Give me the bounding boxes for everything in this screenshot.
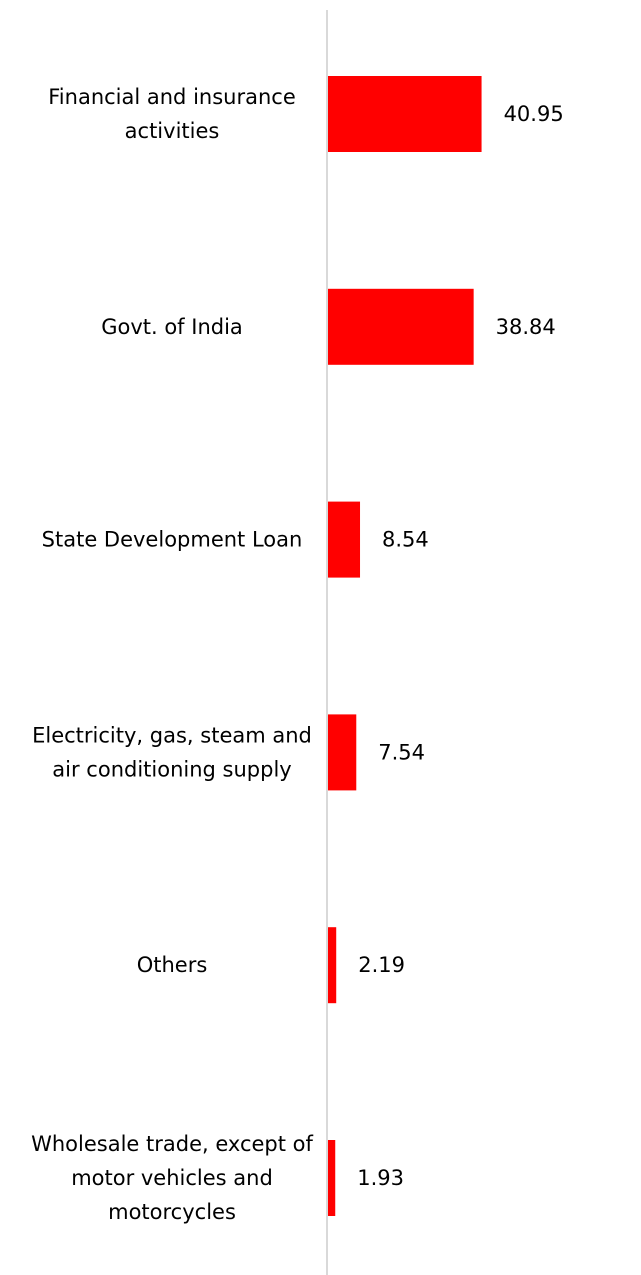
value-label-6: 1.93 [357, 1166, 404, 1190]
value-label-2: 38.84 [496, 315, 556, 339]
category-label-6: Wholesale trade, except of motor vehicles… [31, 1132, 313, 1224]
category-label-4: Electricity, gas, steam and air condition… [32, 723, 312, 781]
category-label-line: Wholesale trade, except of [31, 1132, 313, 1156]
bar-5 [328, 927, 337, 1004]
category-label-2: Govt. of India [101, 315, 243, 339]
bar-6 [328, 1140, 336, 1216]
value-label-1: 40.95 [504, 102, 564, 126]
category-label-line: Govt. of India [101, 315, 243, 339]
category-label-line: air conditioning supply [52, 757, 291, 781]
category-label-line: State Development Loan [42, 528, 303, 552]
category-label-3: State Development Loan [42, 528, 303, 552]
category-label-1: Financial and insurance activities [48, 85, 296, 143]
value-label-3: 8.54 [382, 528, 429, 552]
category-label-line: activities [125, 119, 220, 143]
category-label-5: Others [137, 953, 208, 977]
value-labels-group: 40.95 38.84 8.54 7.54 2.19 1.93 [357, 102, 563, 1190]
category-label-line: Financial and insurance [48, 85, 296, 109]
bar-3 [328, 501, 361, 578]
bar-4 [328, 714, 357, 791]
bar-2 [328, 288, 474, 365]
category-label-line: motor vehicles and [71, 1166, 273, 1190]
value-label-4: 7.54 [378, 740, 425, 764]
category-label-line: Others [137, 953, 208, 977]
category-label-line: Electricity, gas, steam and [32, 723, 312, 747]
category-label-line: motorcycles [108, 1200, 236, 1224]
value-label-5: 2.19 [358, 953, 405, 977]
bars-group [328, 76, 482, 1216]
category-labels-group: Financial and insurance activities Govt. o… [31, 85, 313, 1224]
bar-1 [328, 76, 482, 152]
